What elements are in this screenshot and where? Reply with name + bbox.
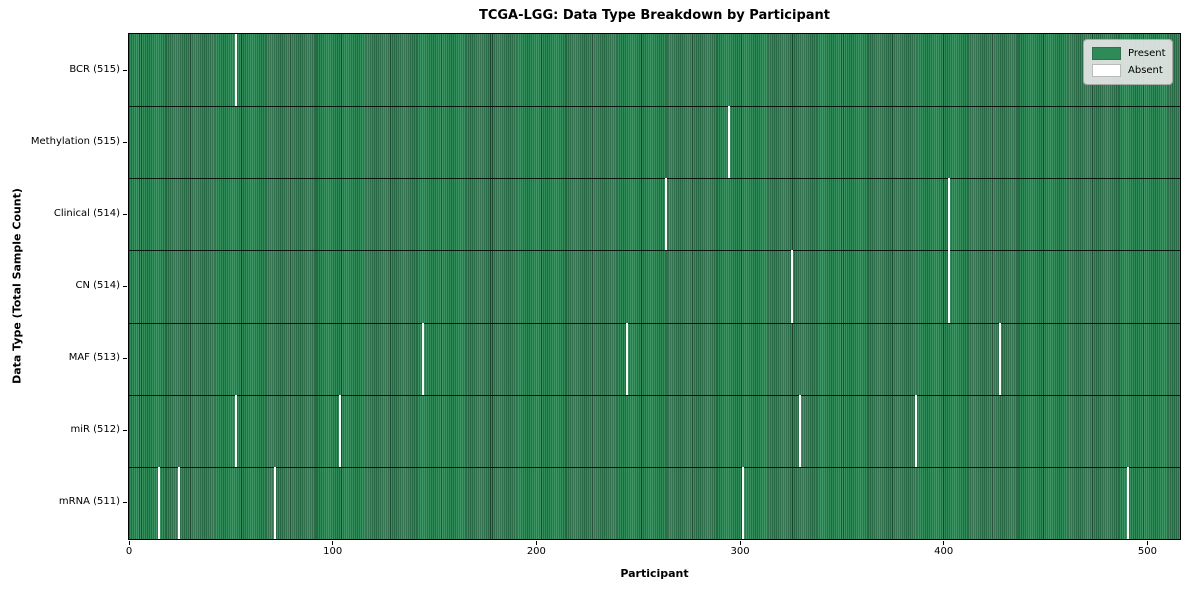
absent-marker-mRNA-301	[742, 466, 745, 539]
plot-area	[128, 33, 1181, 540]
y-tick-mark	[123, 141, 127, 143]
y-tick-mark	[123, 213, 127, 215]
absent-swatch	[1092, 64, 1121, 77]
absent-marker-miR-386	[915, 394, 918, 467]
absent-marker-Clinical-402	[947, 178, 950, 251]
legend-label-present: Present	[1128, 48, 1166, 59]
legend-label-absent: Absent	[1128, 65, 1163, 76]
x-axis-label: Participant	[620, 567, 689, 580]
y-tick-label: Clinical (514)	[53, 207, 120, 219]
y-tick-label: miR (512)	[70, 424, 120, 436]
x-tick-label: 300	[730, 546, 750, 557]
absent-marker-BCR-52	[234, 34, 237, 107]
y-tick-label: MAF (513)	[68, 352, 120, 364]
row-separator	[129, 322, 1180, 324]
legend-entry-absent: Absent	[1092, 62, 1164, 79]
absent-marker-CN-402	[947, 250, 950, 323]
x-tick-mark	[1146, 541, 1148, 545]
x-tick-label: 100	[323, 546, 343, 557]
absent-marker-miR-103	[338, 394, 341, 467]
y-tick-mark	[123, 69, 127, 71]
legend-entry-present: Present	[1092, 45, 1166, 62]
absent-marker-mRNA-490	[1127, 466, 1130, 539]
y-tick-mark	[123, 430, 127, 432]
absent-marker-Methylation-294	[727, 106, 730, 179]
x-tick-mark	[739, 541, 741, 545]
x-tick-label: 500	[1137, 546, 1157, 557]
y-tick-label: Methylation (515)	[30, 135, 120, 147]
row-separator	[129, 106, 1180, 108]
y-tick-mark	[123, 502, 127, 504]
x-tick-mark	[535, 541, 537, 545]
x-tick-label: 0	[125, 546, 133, 557]
absent-marker-MAF-427	[998, 322, 1001, 395]
absent-marker-MAF-144	[422, 322, 425, 395]
x-tick-label: 400	[934, 546, 954, 557]
y-tick-label: BCR (515)	[69, 63, 120, 75]
row-separator	[129, 394, 1180, 396]
absent-marker-MAF-244	[625, 322, 629, 395]
absent-marker-mRNA-14	[157, 466, 160, 539]
x-tick-mark	[128, 541, 130, 545]
absent-marker-miR-52	[234, 394, 237, 467]
x-tick-mark	[332, 541, 334, 545]
y-tick-label: CN (514)	[75, 280, 120, 291]
y-tick-label: mRNA (511)	[58, 496, 120, 508]
row-separator	[129, 466, 1180, 468]
x-tick-mark	[943, 541, 945, 545]
present-swatch	[1092, 47, 1121, 60]
legend: Present Absent	[1083, 39, 1173, 85]
absent-marker-Clinical-263	[664, 178, 667, 251]
absent-marker-mRNA-71	[273, 466, 276, 539]
absent-marker-CN-325	[790, 250, 793, 323]
absent-marker-mRNA-24	[177, 466, 180, 539]
absent-marker-miR-329	[799, 394, 802, 467]
chart-title: TCGA-LGG: Data Type Breakdown by Partici…	[478, 8, 831, 23]
y-tick-mark	[123, 286, 127, 287]
row-separator	[129, 250, 1180, 252]
y-tick-mark	[123, 358, 127, 360]
x-tick-label: 200	[526, 546, 546, 557]
row-separator	[129, 178, 1180, 180]
